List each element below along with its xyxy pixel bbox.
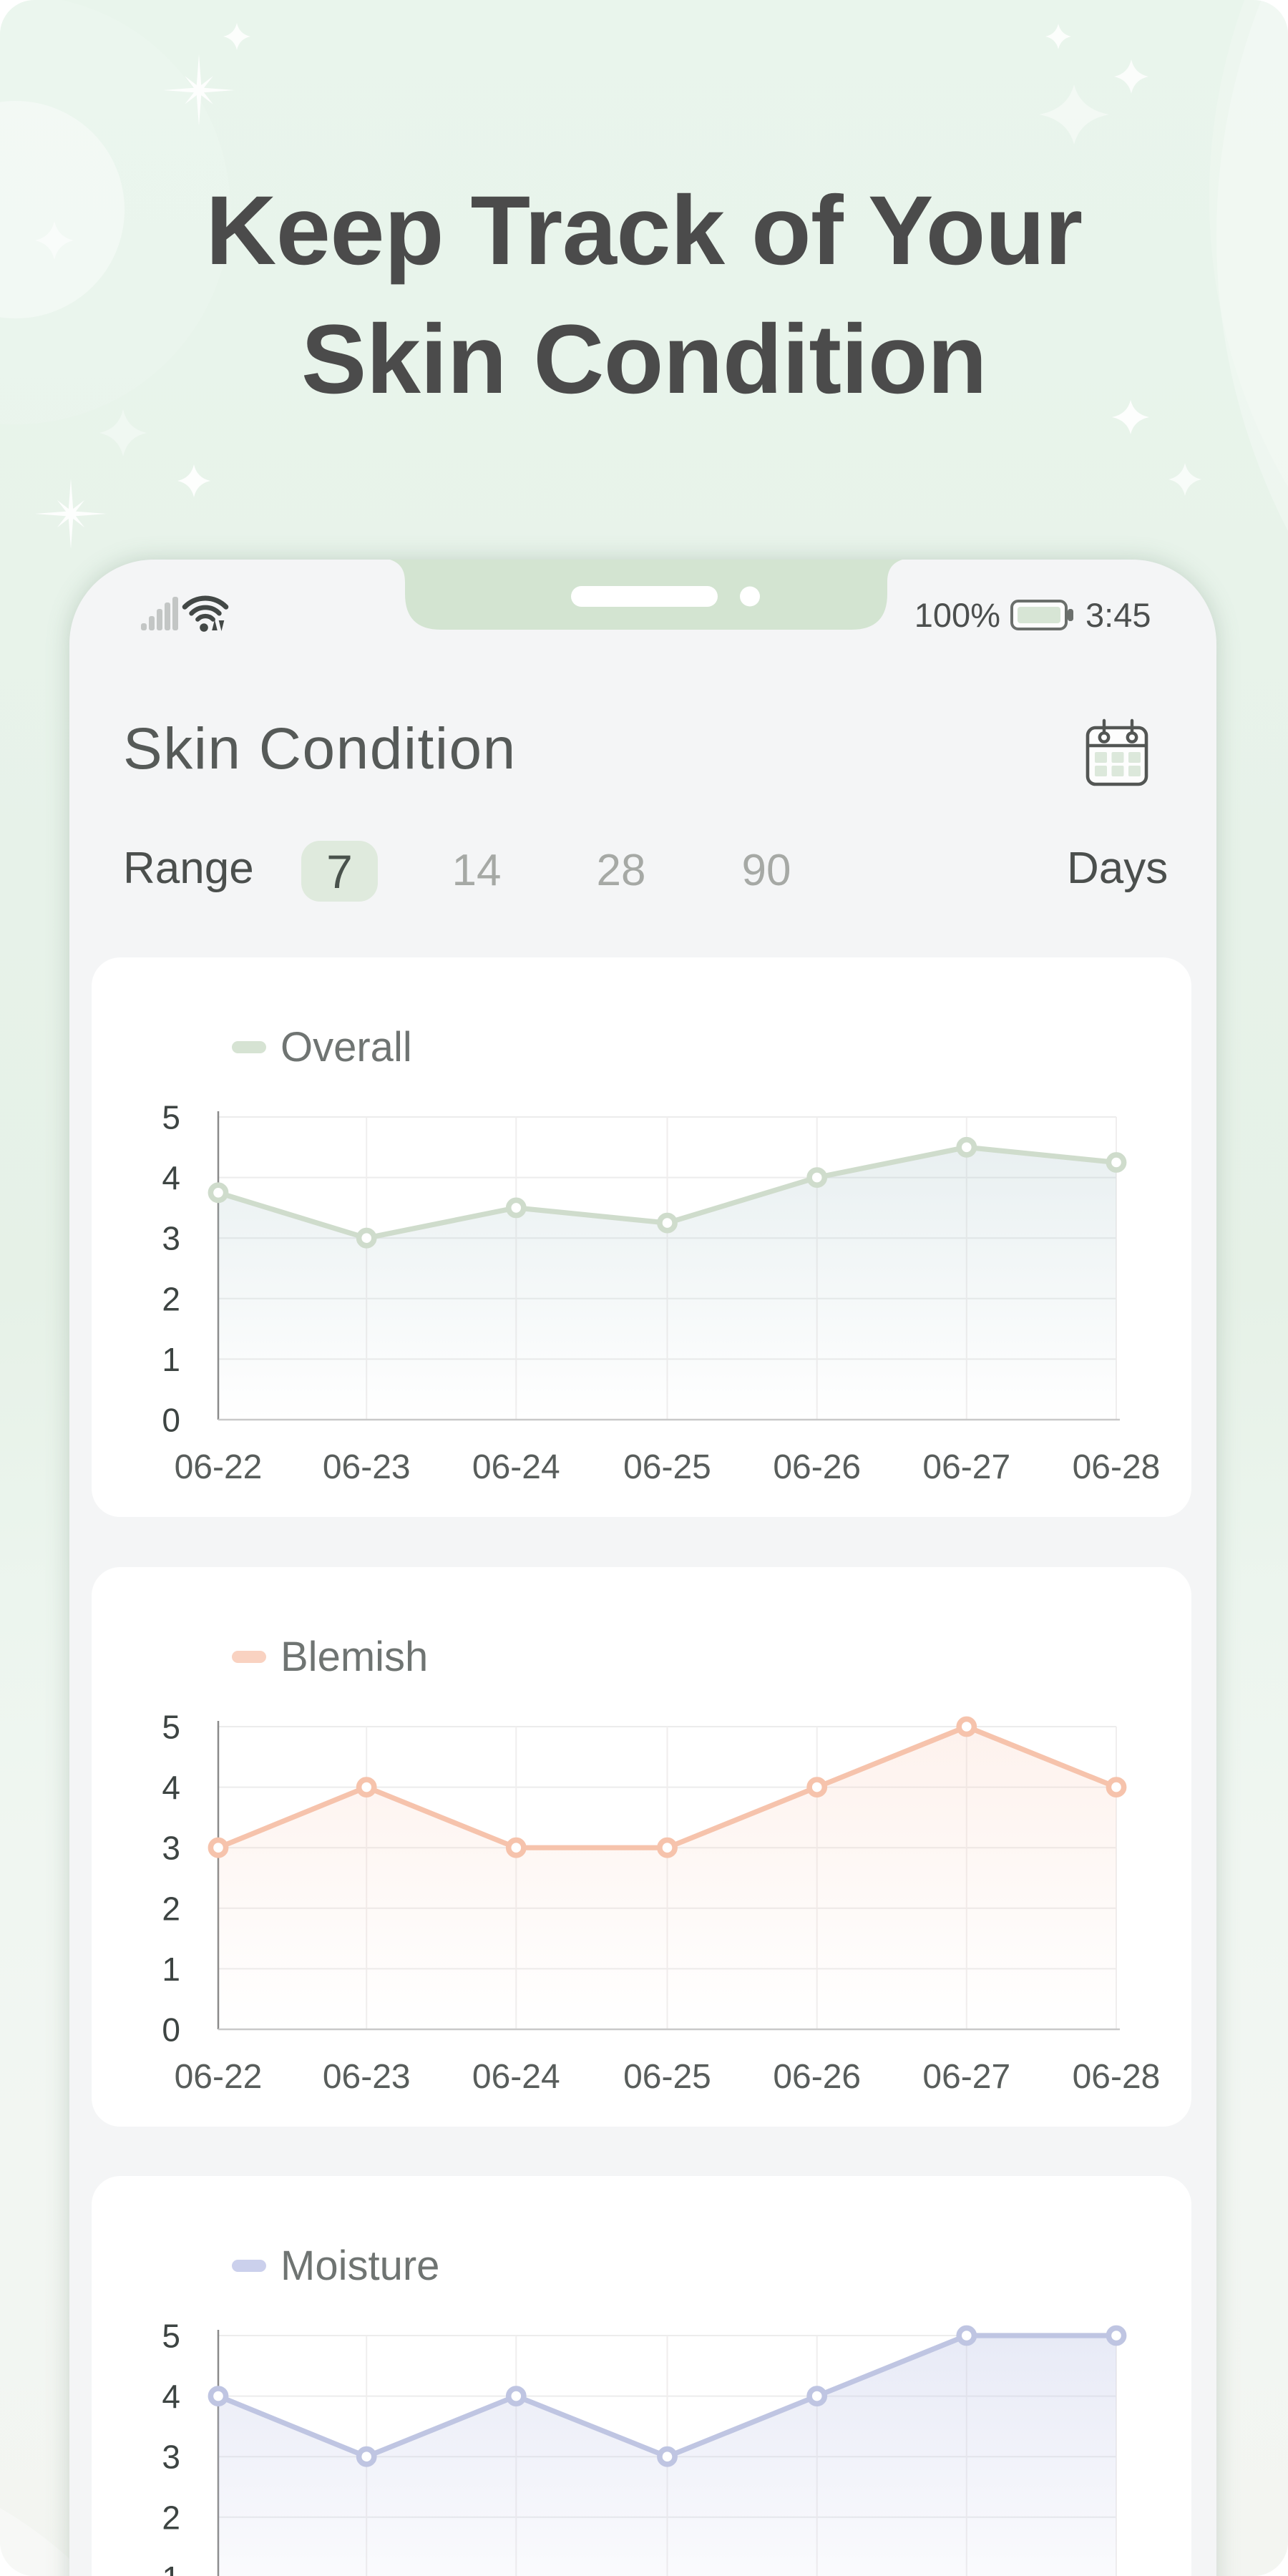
svg-text:0: 0 bbox=[162, 1402, 180, 1439]
svg-text:1: 1 bbox=[162, 1951, 180, 1988]
svg-text:Moisture: Moisture bbox=[280, 2243, 439, 2289]
svg-text:Blemish: Blemish bbox=[280, 1634, 428, 1680]
svg-text:Overall: Overall bbox=[280, 1024, 412, 1070]
svg-text:4: 4 bbox=[162, 2378, 180, 2415]
svg-text:06-22: 06-22 bbox=[175, 2058, 263, 2096]
svg-text:2: 2 bbox=[162, 1890, 180, 1927]
svg-text:5: 5 bbox=[162, 2318, 180, 2355]
svg-text:06-25: 06-25 bbox=[623, 1448, 711, 1486]
svg-text:1: 1 bbox=[162, 2560, 180, 2576]
svg-text:06-23: 06-23 bbox=[323, 2058, 411, 2096]
svg-text:2: 2 bbox=[162, 2499, 180, 2536]
svg-text:06-22: 06-22 bbox=[175, 1448, 263, 1486]
svg-text:3: 3 bbox=[162, 1220, 180, 1257]
svg-text:2: 2 bbox=[162, 1280, 180, 1317]
svg-text:3:45: 3:45 bbox=[1085, 596, 1151, 634]
svg-text:3: 3 bbox=[162, 1830, 180, 1867]
svg-text:06-23: 06-23 bbox=[323, 1448, 411, 1486]
svg-text:3: 3 bbox=[162, 2439, 180, 2476]
svg-text:06-27: 06-27 bbox=[922, 2058, 1010, 2096]
svg-text:5: 5 bbox=[162, 1099, 180, 1136]
svg-text:06-27: 06-27 bbox=[922, 1448, 1010, 1486]
svg-text:06-28: 06-28 bbox=[1073, 2058, 1161, 2096]
svg-text:1: 1 bbox=[162, 1341, 180, 1378]
svg-text:06-25: 06-25 bbox=[623, 2058, 711, 2096]
svg-text:06-24: 06-24 bbox=[472, 2058, 560, 2096]
svg-text:06-28: 06-28 bbox=[1073, 1448, 1161, 1486]
svg-text:06-24: 06-24 bbox=[472, 1448, 560, 1486]
svg-text:06-26: 06-26 bbox=[773, 2058, 861, 2096]
svg-text:0: 0 bbox=[162, 2011, 180, 2049]
svg-text:100%: 100% bbox=[914, 596, 1000, 634]
svg-text:4: 4 bbox=[162, 1769, 180, 1806]
svg-text:5: 5 bbox=[162, 1709, 180, 1746]
svg-text:4: 4 bbox=[162, 1159, 180, 1196]
svg-text:06-26: 06-26 bbox=[773, 1448, 861, 1486]
